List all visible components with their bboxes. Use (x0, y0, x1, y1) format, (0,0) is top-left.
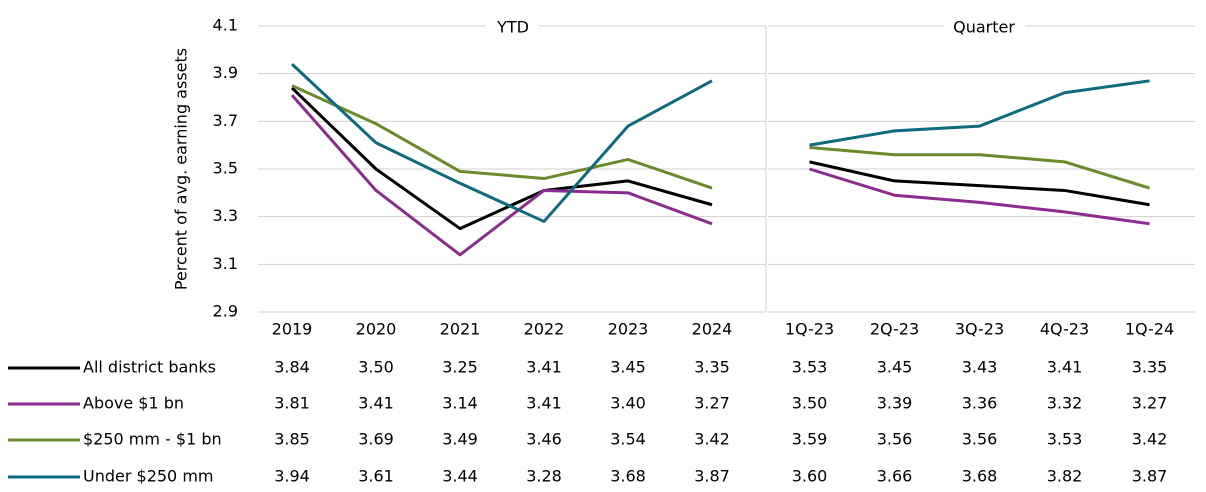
x-tick-label: 2Q-23 (870, 320, 919, 339)
table-value: 3.36 (962, 394, 998, 413)
panel-title: YTD (496, 18, 529, 37)
table-value: 3.41 (1047, 358, 1083, 377)
table-value: 3.41 (358, 394, 394, 413)
x-tick-label: 2022 (524, 320, 565, 339)
series-line (809, 146, 1150, 190)
legend-label: All district banks (83, 358, 216, 377)
table-value: 3.94 (274, 467, 310, 486)
table-value: 3.42 (1132, 430, 1168, 449)
y-axis-label: Percent of avg. earning assets (172, 48, 191, 290)
table-value: 3.14 (442, 394, 478, 413)
y-tick-label: 2.9 (213, 302, 238, 321)
panel-title: Quarter (953, 18, 1015, 37)
table-value: 3.42 (694, 430, 730, 449)
x-tick-label: 1Q-23 (785, 320, 834, 339)
x-tick-label: 2019 (272, 320, 313, 339)
table-value: 3.54 (610, 430, 646, 449)
table-value: 3.44 (442, 467, 478, 486)
y-tick-label: 3.3 (213, 206, 238, 225)
table-value: 3.68 (610, 467, 646, 486)
table-value: 3.27 (1132, 394, 1168, 413)
table-value: 3.85 (274, 430, 310, 449)
table-value: 3.66 (877, 467, 913, 486)
table-value: 3.27 (694, 394, 730, 413)
table-value: 3.81 (274, 394, 310, 413)
table-value: 3.50 (792, 394, 828, 413)
table-value: 3.41 (526, 358, 562, 377)
y-tick-label: 3.9 (213, 63, 238, 82)
x-tick-label: 2024 (692, 320, 733, 339)
table-value: 3.68 (962, 467, 998, 486)
table-value: 3.69 (358, 430, 394, 449)
table-value: 3.40 (610, 394, 646, 413)
x-tick-label: 3Q-23 (955, 320, 1004, 339)
table-value: 3.28 (526, 467, 562, 486)
table-value: 3.61 (358, 467, 394, 486)
series-line (809, 160, 1150, 207)
panel-title-bg (943, 17, 1026, 37)
table-value: 3.84 (274, 358, 310, 377)
y-tick-label: 3.1 (213, 254, 238, 273)
table-value: 3.53 (1047, 430, 1083, 449)
table-value: 3.59 (792, 430, 828, 449)
panel-title-bg (486, 17, 539, 37)
legend-label: $250 mm - $1 bn (83, 430, 222, 449)
y-tick-label: 3.5 (213, 159, 238, 178)
table-value: 3.56 (877, 430, 913, 449)
legend-label: Above $1 bn (83, 394, 184, 413)
x-tick-label: 2020 (356, 320, 397, 339)
table-value: 3.50 (358, 358, 394, 377)
table-value: 3.87 (1132, 467, 1168, 486)
x-tick-label: 2023 (608, 320, 649, 339)
table-value: 3.56 (962, 430, 998, 449)
legend-label: Under $250 mm (83, 467, 214, 486)
series-line (290, 94, 713, 257)
x-tick-label: 2021 (440, 320, 481, 339)
table-value: 3.45 (877, 358, 913, 377)
series-line (290, 86, 713, 231)
table-value: 3.41 (526, 394, 562, 413)
table-value: 3.25 (442, 358, 478, 377)
x-tick-label: 4Q-23 (1040, 320, 1089, 339)
series-line (290, 63, 713, 223)
table-value: 3.43 (962, 358, 998, 377)
x-tick-label: 1Q-24 (1125, 320, 1174, 339)
table-value: 3.45 (610, 358, 646, 377)
table-value: 3.60 (792, 467, 828, 486)
series-line (809, 79, 1150, 147)
table-value: 3.35 (694, 358, 730, 377)
y-tick-label: 3.7 (213, 111, 238, 130)
y-tick-label: 4.1 (213, 16, 238, 35)
table-value: 3.32 (1047, 394, 1083, 413)
table-value: 3.35 (1132, 358, 1168, 377)
series-line (291, 84, 713, 190)
table-value: 3.82 (1047, 467, 1083, 486)
table-value: 3.39 (877, 394, 913, 413)
series-line (809, 167, 1150, 226)
table-value: 3.87 (694, 467, 730, 486)
table-value: 3.49 (442, 430, 478, 449)
table-value: 3.53 (792, 358, 828, 377)
table-value: 3.46 (526, 430, 562, 449)
